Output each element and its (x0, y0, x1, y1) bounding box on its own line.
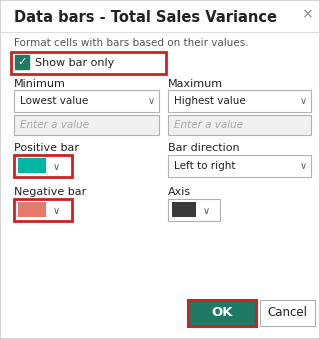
Bar (168, 199, 220, 221)
Bar (168, 115, 311, 135)
Text: Maximum: Maximum (168, 79, 223, 89)
Text: Negative bar: Negative bar (14, 187, 86, 197)
Text: OK: OK (211, 306, 233, 319)
Bar (188, 300, 256, 326)
Text: ∨: ∨ (300, 161, 307, 171)
Text: ∨: ∨ (52, 206, 60, 216)
Bar (14, 90, 159, 112)
Bar (18, 202, 46, 217)
Text: Enter a value: Enter a value (174, 120, 243, 130)
Bar (14, 199, 72, 221)
Bar (0, 32, 320, 33)
Text: Left to right: Left to right (174, 161, 236, 171)
Text: ∨: ∨ (148, 96, 155, 106)
Bar (18, 158, 46, 173)
Text: ✓: ✓ (17, 57, 27, 67)
Text: ∨: ∨ (300, 96, 307, 106)
Text: ∨: ∨ (52, 162, 60, 172)
Text: Data bars - Total Sales Variance: Data bars - Total Sales Variance (14, 11, 277, 25)
Text: Cancel: Cancel (267, 306, 307, 319)
Bar (172, 202, 196, 217)
Text: ×: × (301, 7, 313, 21)
Bar (168, 155, 311, 177)
Text: Lowest value: Lowest value (20, 96, 88, 106)
Text: Format cells with bars based on their values.: Format cells with bars based on their va… (14, 38, 249, 48)
Bar (168, 90, 311, 112)
Text: Positive bar: Positive bar (14, 143, 79, 153)
Text: Minimum: Minimum (14, 79, 66, 89)
Text: Enter a value: Enter a value (20, 120, 89, 130)
Text: Axis: Axis (168, 187, 191, 197)
Text: ∨: ∨ (203, 206, 210, 216)
Bar (14, 155, 72, 177)
Bar (260, 300, 315, 326)
Bar (11, 52, 166, 74)
Text: Highest value: Highest value (174, 96, 246, 106)
Bar (15, 55, 29, 69)
Text: Show bar only: Show bar only (35, 58, 114, 68)
Text: Bar direction: Bar direction (168, 143, 240, 153)
Bar (188, 300, 256, 326)
Bar (14, 115, 159, 135)
